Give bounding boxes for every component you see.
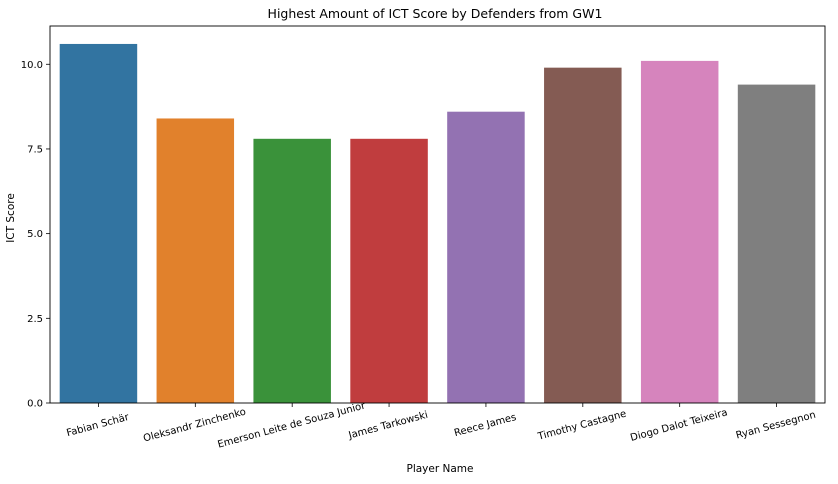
x-tick-label: Fabian Schär <box>65 412 131 439</box>
y-tick-label: 5.0 <box>27 229 43 240</box>
bar-2 <box>253 138 331 404</box>
x-axis-label: Player Name <box>407 463 474 475</box>
x-tick-label: James Tarkowski <box>347 410 430 442</box>
bar-4 <box>447 111 525 403</box>
x-tick-label: Ryan Sessegnon <box>735 410 817 442</box>
x-tick-label: Diogo Dalot Teixeira <box>629 407 729 444</box>
y-tick-label: 7.5 <box>27 144 43 155</box>
plot-frame <box>49 25 826 404</box>
y-tick-label: 10.0 <box>21 60 43 71</box>
y-tick-label: 2.5 <box>27 314 43 325</box>
bar-6 <box>640 60 719 403</box>
bars-group <box>59 43 816 404</box>
y-tick-label: 0.0 <box>27 399 43 410</box>
bar-1 <box>156 118 235 403</box>
bar-0 <box>59 43 138 403</box>
bar-3 <box>350 138 428 404</box>
bar-5 <box>544 67 622 403</box>
bar-7 <box>737 84 816 403</box>
chart-title: Highest Amount of ICT Score by Defenders… <box>268 6 603 21</box>
y-axis: 0.0 2.5 5.0 7.5 10.0 <box>21 60 50 410</box>
x-tick-label: Timothy Castagne <box>536 408 628 442</box>
y-axis-label: ICT Score <box>5 193 17 243</box>
x-tick-label: Reece James <box>453 412 518 439</box>
